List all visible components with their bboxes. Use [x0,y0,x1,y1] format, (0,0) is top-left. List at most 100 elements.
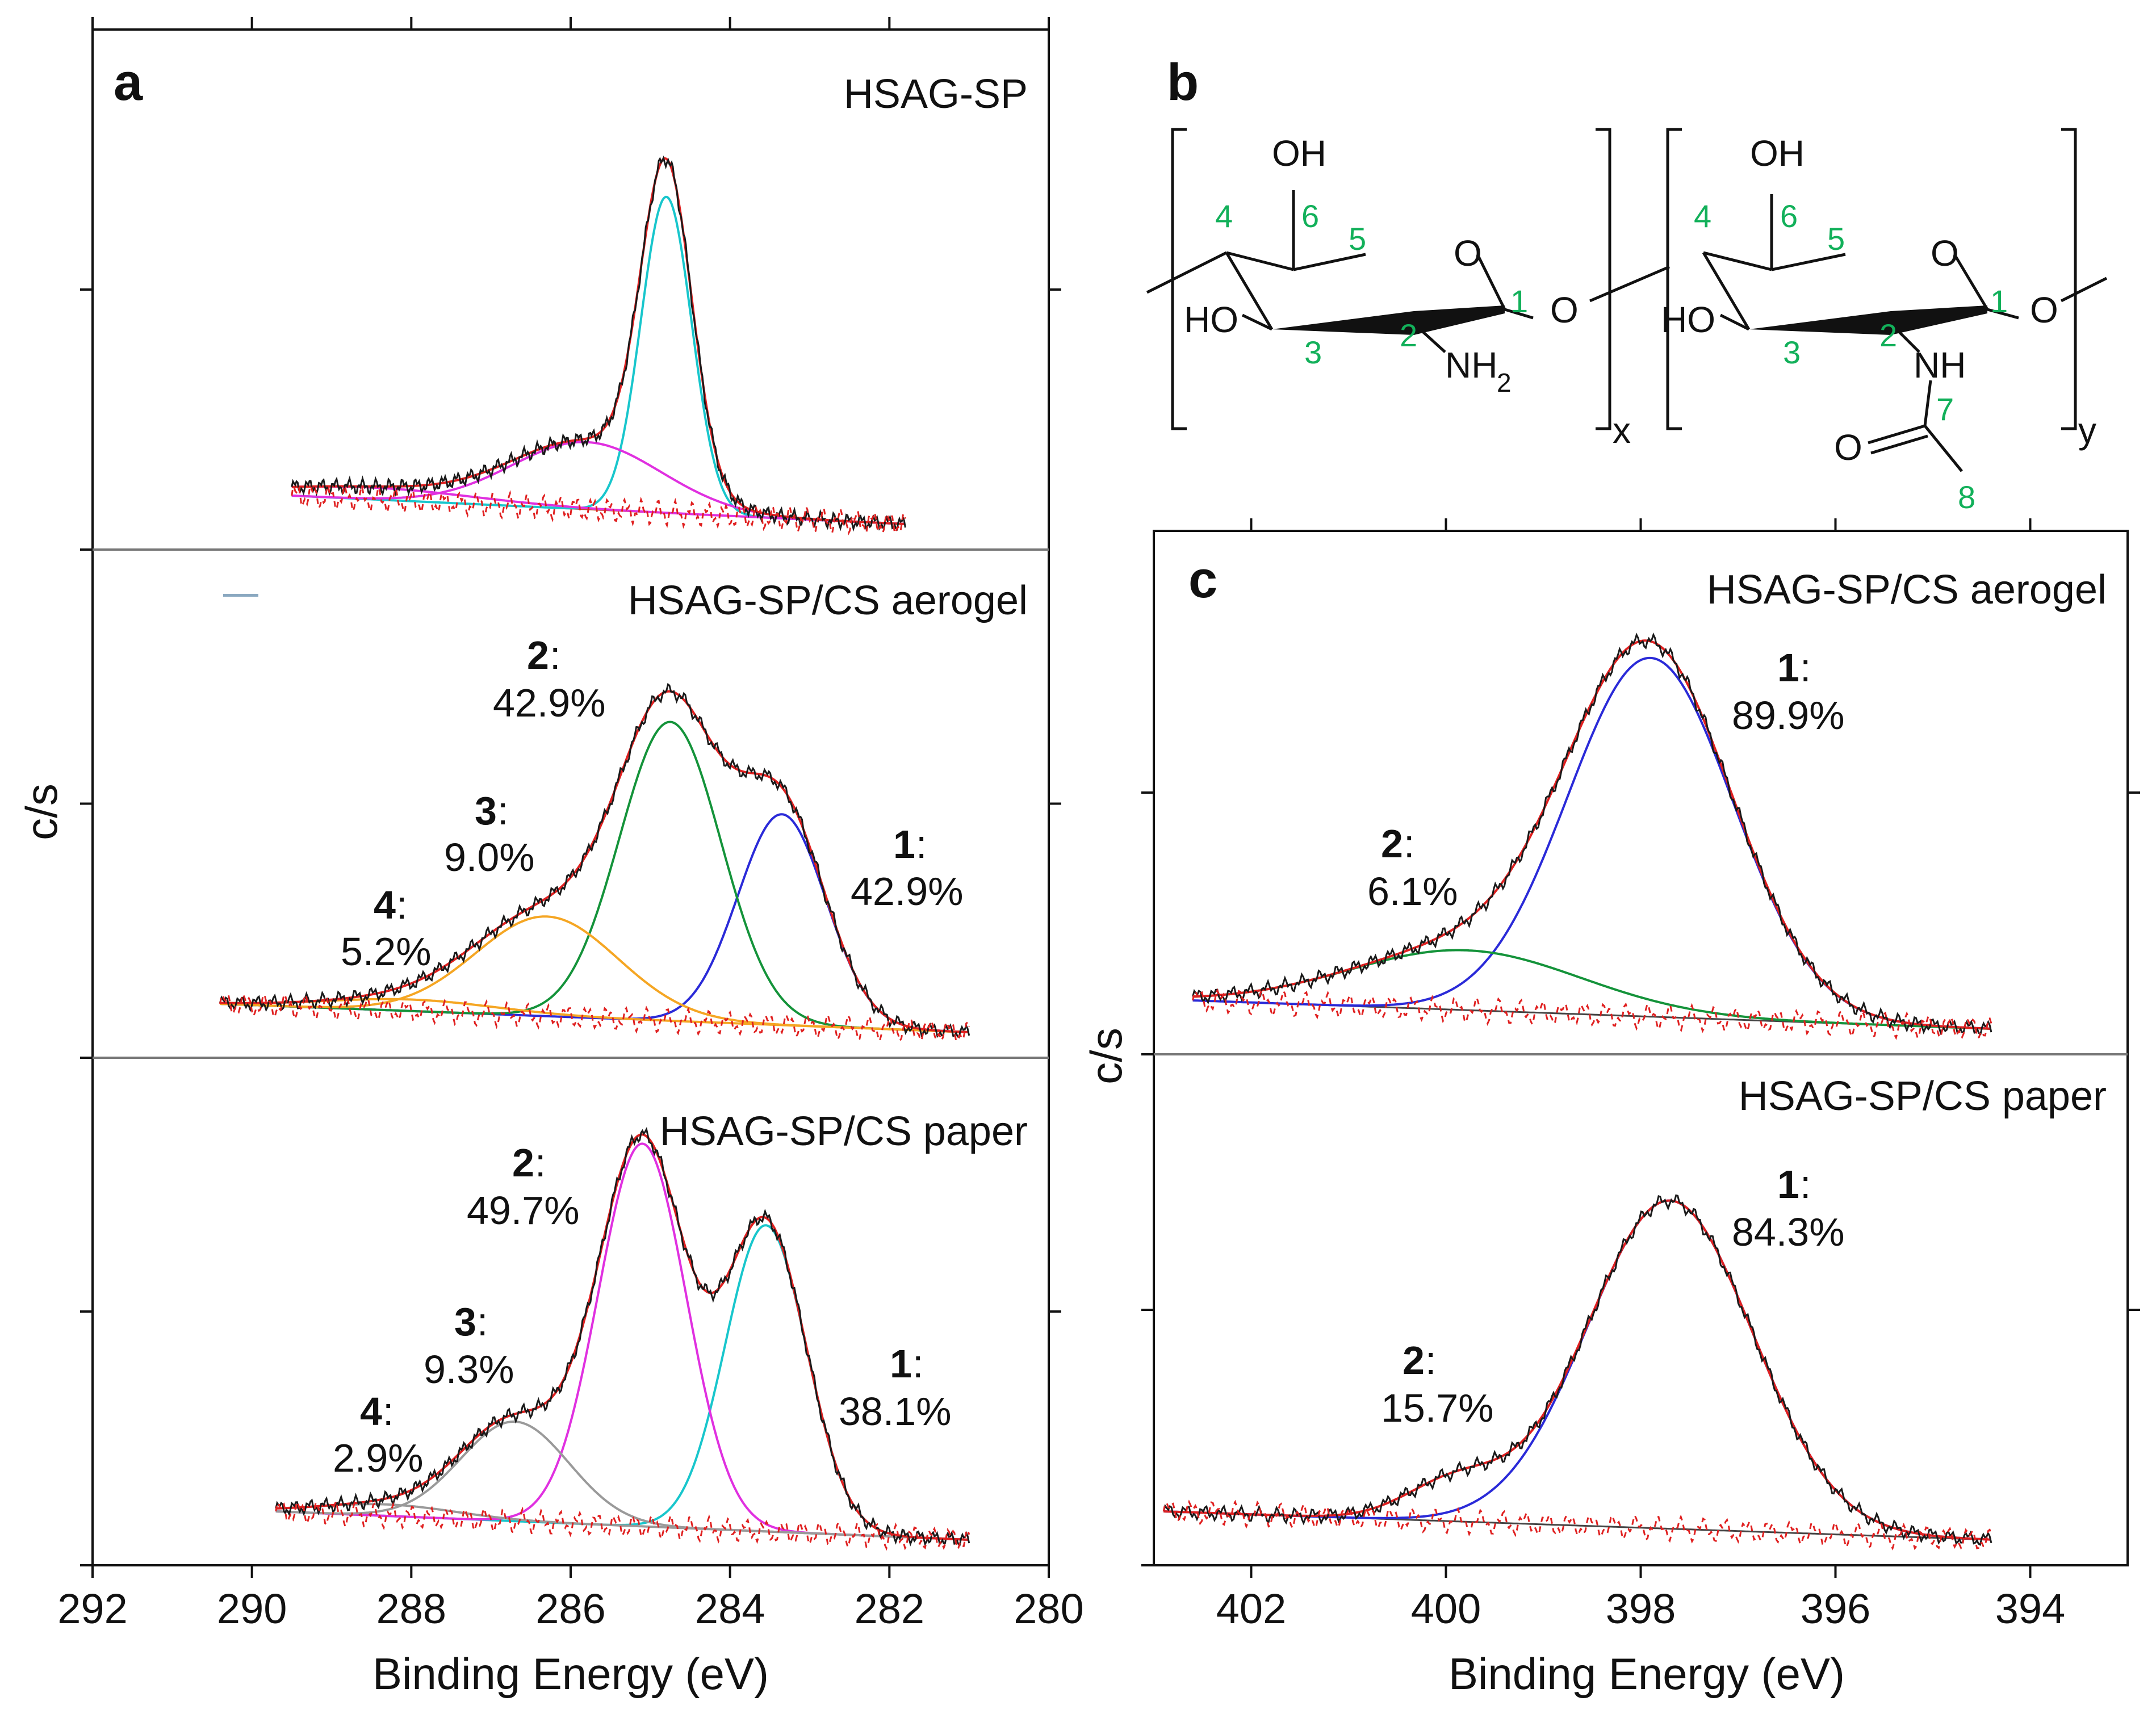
a-xtick-label-4: 284 [695,1585,765,1632]
unit1-nh2: NH [1445,345,1497,386]
a-xtick-label-3: 286 [535,1585,605,1632]
panel-b: b OH O HO NH 2 O x 1 2 3 4 5 6 [1146,53,2108,515]
ann-c1-peak2-colon: : [1404,822,1414,866]
a-sub1-component-2 [291,441,906,525]
panel-b-letter: b [1167,53,1199,111]
ann-a3-peak3-num: 3 [454,1300,476,1344]
ring-front-bond-2 [1749,305,1987,335]
bond-u2-c1-o [1987,308,2019,320]
panel-a-sub1-title: HSAG-SP [844,72,1028,117]
bond-u2-nh-c7 [1923,380,1932,426]
ann-c1-peak2-pct: 6.1% [1367,869,1458,914]
panel-a-sub2-title: HSAG-SP/CS aerogel [628,578,1028,623]
bond-u2-c4-c5 [1703,251,1772,271]
panel-c-xlabel: Binding Energy (eV) [1449,1649,1845,1699]
a-sub1-raw-data [291,155,906,532]
ann-c1-peak1-pct: 89.9% [1732,693,1844,738]
unit1-num-2: 2 [1400,317,1417,353]
bond-u2-tail [2060,276,2108,303]
panel-a-artifact [223,594,258,597]
bond-u2-c7-o-a [1868,424,1925,445]
ann-c1-peak2-num: 2 [1381,822,1403,866]
ann-a2-peak2-num: 2 [527,633,549,677]
unit1-num-3: 3 [1304,334,1322,370]
unit1-num-4: 4 [1215,198,1233,234]
panel-c-ylabel: c/s [1081,1028,1131,1084]
c-sub2-residual [1162,1499,1992,1551]
ann-a2-peak3-num: 3 [475,789,497,833]
bond-c3-ho [1241,313,1273,331]
unit2-ho: HO [1661,299,1715,340]
unit2-num-3: 3 [1783,334,1801,370]
unit1-oh: OH [1272,133,1326,174]
unit1-num-6: 6 [1301,198,1319,234]
ann-a2-peak2-pct: 42.9% [493,681,605,725]
panel-a-curves [219,155,970,1551]
ann-c2-peak2-colon: : [1425,1338,1436,1382]
a-sub1-envelope [291,157,906,525]
unit1-ring-o: O [1454,233,1482,274]
ann-a3-peak4-pct: 2.9% [333,1436,424,1480]
ann-c1-peak1-num: 1 [1777,646,1799,690]
panel-a-letter: a [114,53,143,111]
bracket-left-2 [1666,128,1682,430]
ann-c2-peak1-num: 1 [1777,1162,1799,1206]
chitosan-unit [1146,128,1670,430]
unit2-oh: OH [1750,133,1805,174]
ann-a3-peak1-colon: : [912,1342,923,1386]
panel-c-curves [1162,632,1992,1551]
bond-u2-c4-c3 [1702,252,1751,330]
ann-c2-peak2-num: 2 [1403,1338,1425,1382]
unit1-num-5: 5 [1349,221,1366,257]
bracket-right-1 [1596,128,1611,430]
unit2-num-2: 2 [1879,317,1897,353]
c-xtick-label-1: 400 [1411,1585,1481,1632]
ann-a2-peak4-num: 4 [374,883,396,927]
unit2-num-8: 8 [1958,479,1975,515]
ann-a3-peak4-num: 4 [360,1389,382,1434]
a-sub2-residual [219,992,970,1043]
bond-o-c1 [1476,253,1506,311]
unit2-num-6: 6 [1780,198,1798,234]
unit1-link-o: O [1550,290,1579,330]
ann-a2-peak2-colon: : [550,633,560,677]
ann-a2-peak3-colon: : [497,789,508,833]
unit2-ring-o: O [1931,233,1959,274]
unit2-carbonyl-o: O [1834,427,1862,468]
panel-c-letter: c [1188,551,1217,609]
ann-a3-peak2-pct: 49.7% [467,1188,579,1233]
a-xtick-label-6: 280 [1014,1585,1083,1632]
a-xtick-label-5: 282 [855,1585,924,1632]
c-sub2-envelope [1163,1199,1991,1541]
ann-a2-peak1-pct: 42.9% [851,869,963,914]
ring-front-bond-1 [1272,305,1505,335]
unit1-num-1: 1 [1510,283,1528,319]
c-sub1-residual [1192,988,1992,1040]
ann-a3-peak2-num: 2 [512,1141,534,1185]
bond-c4-c5 [1226,251,1294,271]
a-sub3-component-4 [275,1503,969,1541]
a-sub3-component-2 [275,1142,969,1541]
bond-u2-c7-c8 [1924,425,1963,472]
a-sub2-component-3 [220,915,969,1033]
unit1-subscript: x [1613,410,1631,451]
c-xtick-label-3: 396 [1801,1585,1870,1632]
bond-c1-o-link [1504,308,1534,320]
a-sub3-residual [275,1499,970,1551]
a-xtick-label-0: 292 [57,1585,127,1632]
a-sub1-residual [291,483,906,536]
panel-a-frame [91,28,1050,1566]
bond-link [1589,265,1670,303]
ann-a3-peak1-num: 1 [890,1342,912,1386]
ann-a3-peak3-pct: 9.3% [424,1347,514,1392]
glucosamine-acetyl-unit [1666,128,2108,472]
ann-a3-peak1-pct: 38.1% [839,1389,951,1434]
panel-c-frame [1153,530,2129,1566]
ann-a3-peak3-colon: : [477,1300,488,1344]
panel-c-sub2-title: HSAG-SP/CS paper [1739,1074,2107,1119]
panel-a-ticks: 292 290 288 286 284 282 280 [57,17,1084,1632]
unit2-num-5: 5 [1827,221,1845,257]
a-xtick-label-2: 288 [376,1585,446,1632]
ann-a2-peak4-pct: 5.2% [341,929,432,974]
